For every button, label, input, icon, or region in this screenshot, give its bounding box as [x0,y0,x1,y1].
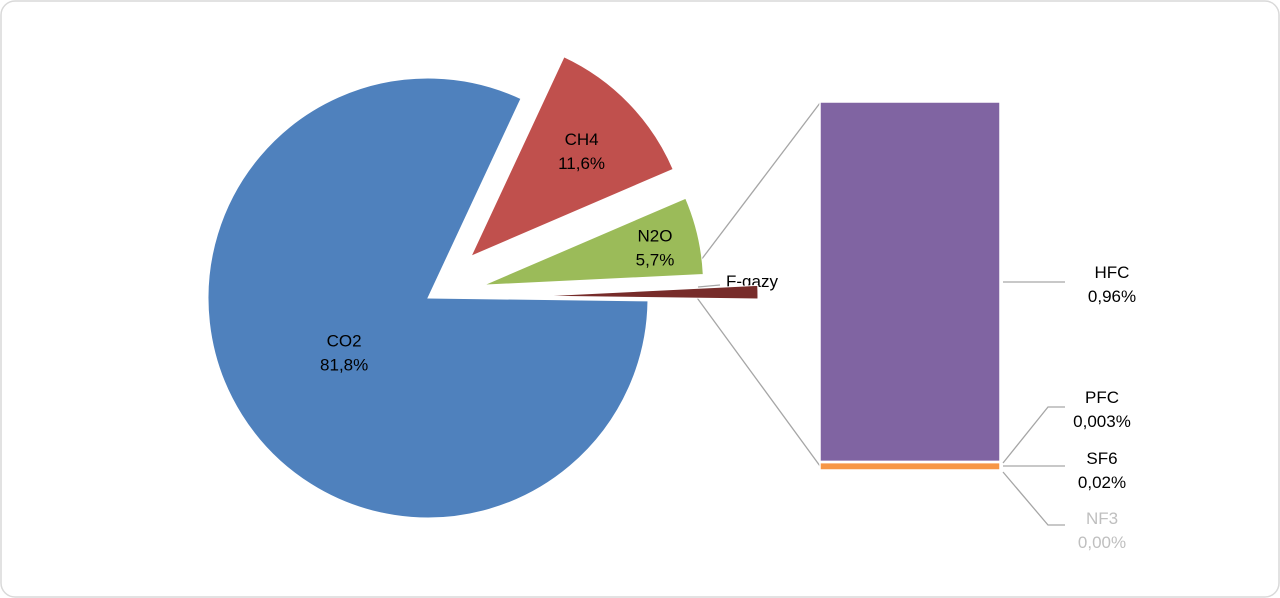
leader-line [1002,471,1065,526]
label-name: HFC [1095,263,1130,282]
data-label: CH4 11,6% [558,130,605,173]
connectors [694,102,1065,526]
label-value: 0,96% [1088,287,1136,306]
label-value: 0,02% [1078,473,1126,492]
label-name: N2O [638,227,673,246]
label-value: 0,00% [1078,533,1126,552]
pie-slice [470,56,674,258]
connector-line [694,102,821,269]
pie-slice [483,197,704,286]
label-value: 5,7% [636,251,675,270]
bar-label: HFC 0,96% [1088,263,1136,306]
data-label: N2O 5,7% [636,227,675,270]
pie-slice [537,284,759,300]
bar-label: SF6 0,02% [1078,449,1126,492]
label-name: SF6 [1086,449,1117,468]
label-name: CH4 [565,130,599,149]
bar-label: NF3 0,00% [1078,509,1126,552]
label-value: 0,003% [1073,412,1131,431]
label-name: NF3 [1086,509,1118,528]
connector-line [694,294,821,467]
bar-segment [819,461,1001,471]
label-name: CO2 [327,332,362,351]
pie-slice [207,77,649,519]
leader-line [697,284,721,288]
data-label: CO2 81,8% [320,332,368,375]
label-value: 11,6% [558,154,605,173]
label-name: PFC [1085,388,1119,407]
leader-line [1002,406,1065,464]
bar-segment [819,101,1001,463]
bar-label: PFC 0,003% [1073,388,1131,431]
label-value: 81,8% [320,356,368,375]
